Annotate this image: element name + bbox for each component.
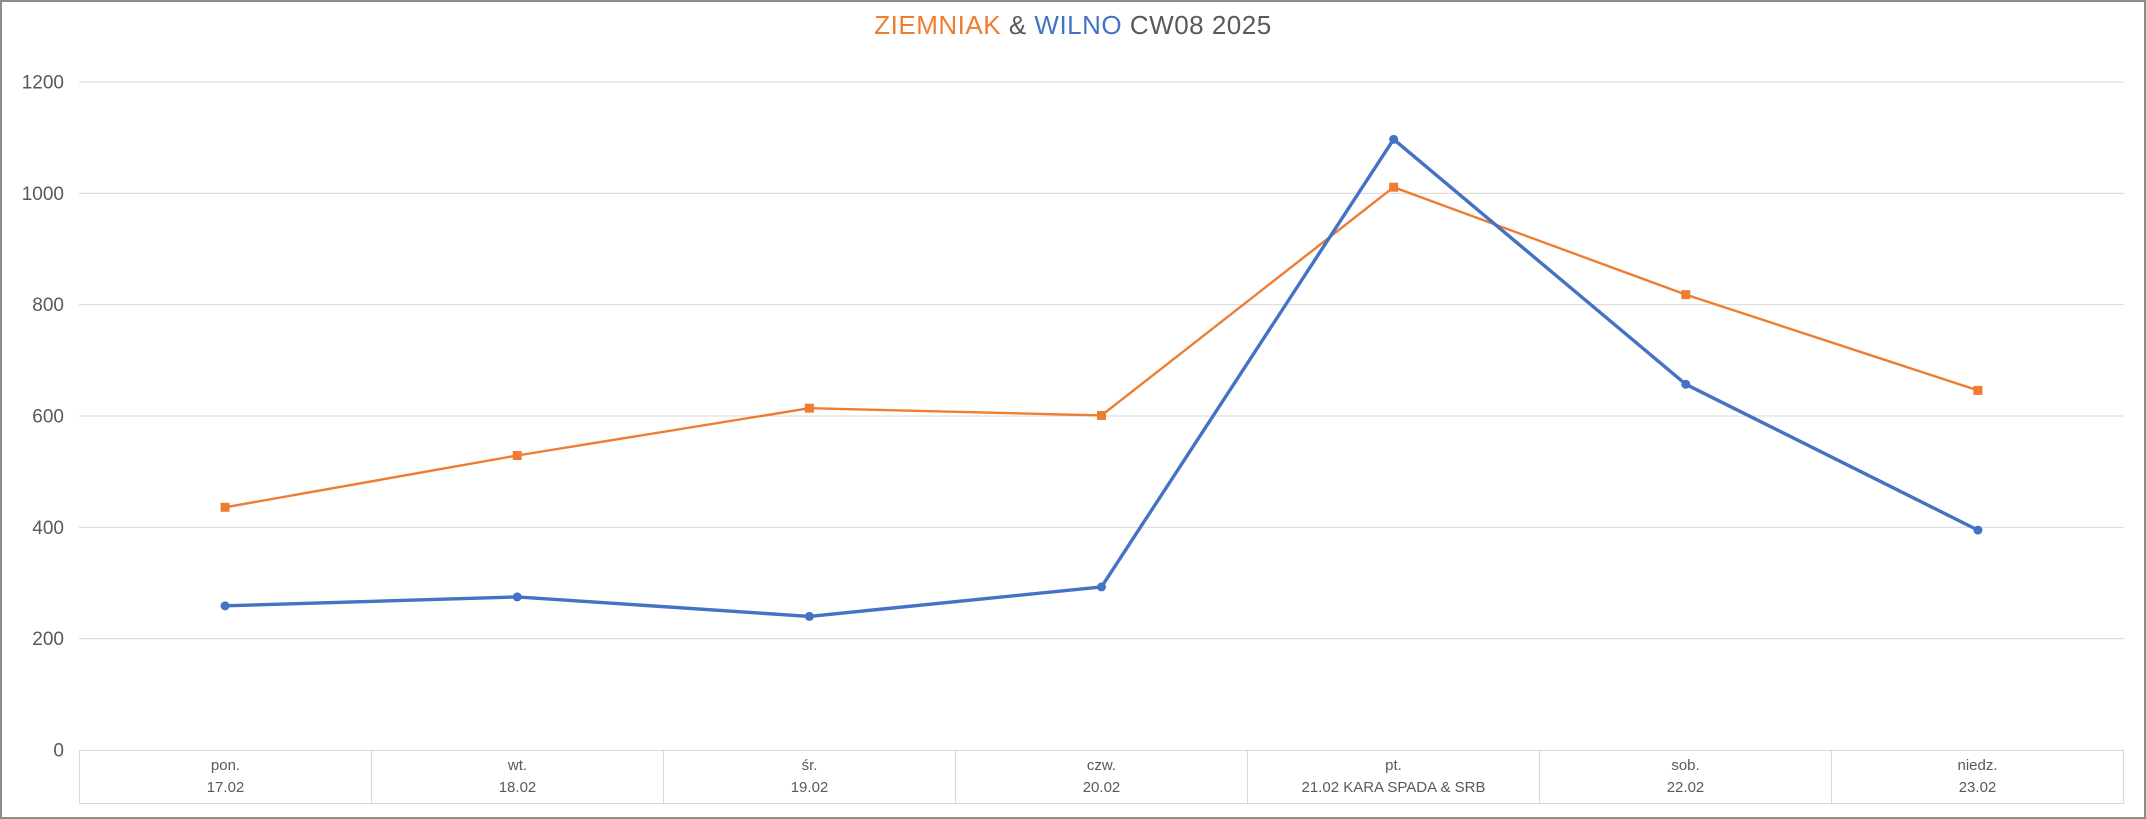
x-axis-day-label: pon. [210, 757, 241, 774]
x-axis-day-label: sob. [1671, 757, 1700, 774]
series-marker-ziemniak-pon. [220, 502, 230, 512]
title-series1-label: ZIEMNIAK [874, 10, 1002, 40]
x-axis-date-label: 18.02 [498, 779, 537, 796]
x-axis-day-label: pt. [1385, 757, 1402, 774]
chart-title: ZIEMNIAK & WILNO CW08 2025 [2, 10, 2144, 41]
x-axis-day-label: niedz. [1957, 757, 1998, 774]
series-marker-wilno-niedz. [1973, 525, 1983, 535]
series-marker-wilno-śr. [804, 611, 814, 621]
y-axis-tick-label-600: 600 [32, 407, 64, 428]
y-axis-tick-label-800: 800 [32, 295, 64, 316]
x-axis-date-label: 22.02 [1666, 779, 1705, 796]
series-marker-wilno-pon. [220, 601, 230, 611]
x-axis-date-label: 21.02 KARA SPADA & SRB [1301, 779, 1486, 796]
x-axis-category-table: pon. 17.02 wt. 18.02 śr. 19.02 czw. 20.02 pt. 21.… [79, 750, 2124, 804]
x-axis-category-cell-2: wt. 18.02 [372, 751, 664, 803]
x-axis-date-label: 23.02 [1958, 779, 1997, 796]
x-axis-date-label: 17.02 [206, 779, 245, 796]
series-marker-ziemniak-czw. [1097, 410, 1106, 420]
series-marker-wilno-wt. [512, 592, 522, 602]
title-week-label: CW08 2025 [1129, 10, 1272, 40]
series-line-ziemniak [223, 185, 1980, 509]
series-marker-ziemniak-wt. [512, 451, 522, 461]
y-axis-tick-label-200: 200 [32, 629, 64, 650]
series-marker-ziemniak-niedz. [1973, 385, 1983, 395]
x-axis-category-cell-5: pt. 21.02 KARA SPADA & SRB [1248, 751, 1540, 803]
series-marker-ziemniak-sob. [1681, 290, 1691, 300]
title-series2-label: WILNO [1034, 10, 1123, 40]
x-axis-category-cell-7: niedz. 23.02 [1832, 751, 2123, 803]
x-axis-category-cell-6: sob. 22.02 [1540, 751, 1832, 803]
x-axis-category-cell-3: śr. 19.02 [664, 751, 956, 803]
series-marker-wilno-sob. [1681, 379, 1691, 389]
x-axis-category-cell-1: pon. 17.02 [80, 751, 372, 803]
y-axis-tick-label-0: 0 [53, 741, 64, 762]
series-marker-ziemniak-pt. [1389, 182, 1399, 192]
x-axis-day-label: wt. [507, 757, 528, 774]
x-axis-date-label: 20.02 [1082, 779, 1121, 796]
y-axis-tick-label-1000: 1000 [22, 184, 64, 205]
y-axis-tick-label-400: 400 [32, 518, 64, 539]
series-line-wilno [223, 137, 1980, 619]
series-marker-wilno-czw. [1097, 582, 1106, 592]
y-axis-tick-label-1200: 1200 [22, 73, 64, 94]
x-axis-day-label: czw. [1086, 757, 1117, 774]
x-axis-day-label: śr. [801, 757, 818, 774]
x-axis-category-cell-4: czw. 20.02 [956, 751, 1248, 803]
series-marker-ziemniak-śr. [804, 403, 814, 413]
title-ampersand: & [1008, 10, 1027, 40]
x-axis-date-label: 19.02 [790, 779, 829, 796]
series-marker-wilno-pt. [1389, 134, 1399, 144]
